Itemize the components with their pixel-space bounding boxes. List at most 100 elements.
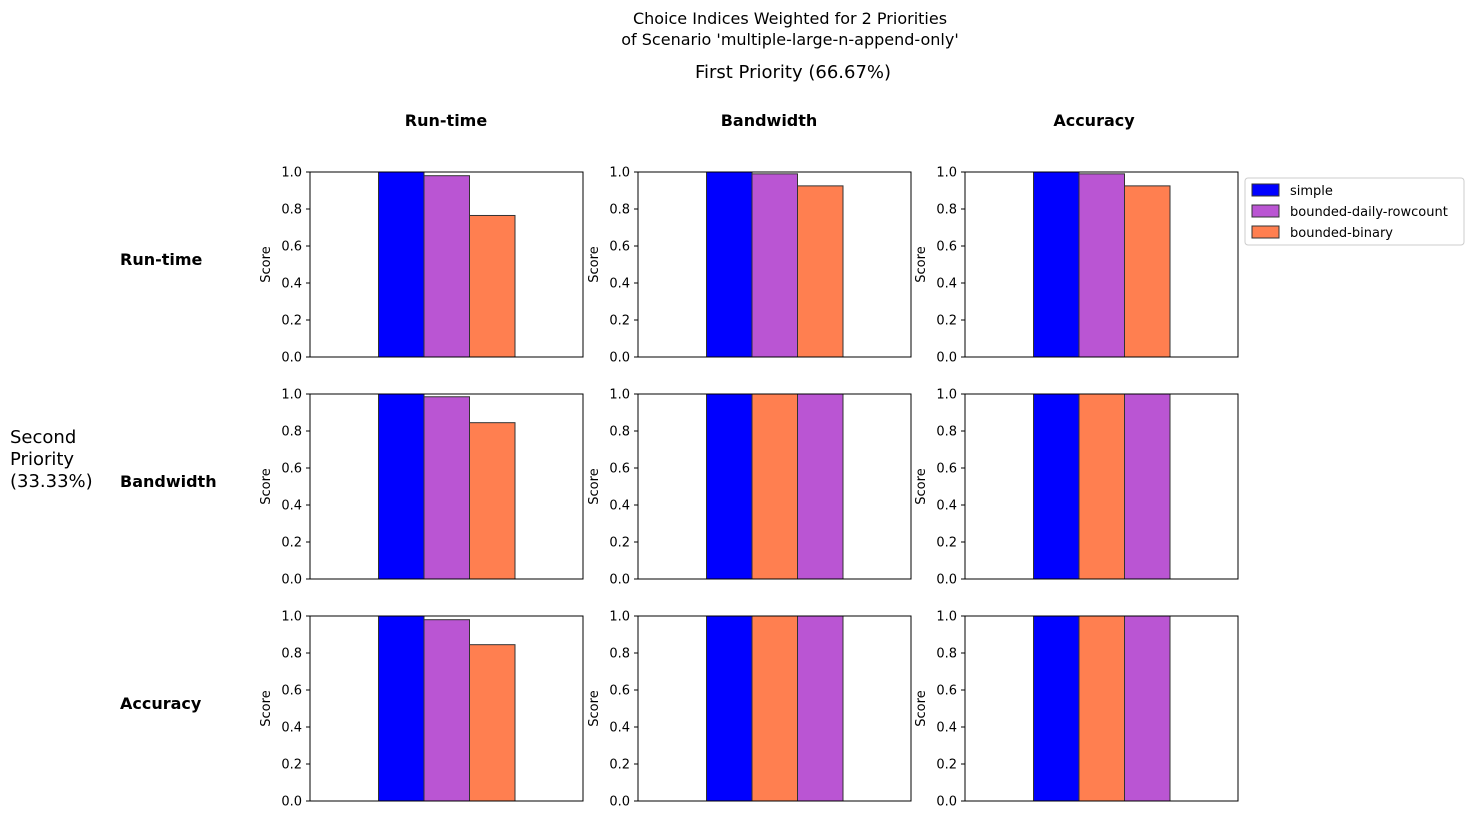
second-priority-line-1: Second: [10, 427, 76, 448]
subplot-accuracy-run-time-ytick-label-4: 0.8: [281, 647, 302, 662]
subplot-run-time-accuracy-ytick-label-2: 0.4: [936, 277, 957, 292]
subplot-accuracy-bandwidth-bar-simple: [706, 615, 753, 802]
subplot-run-time-bandwidth-ytick-label-3: 0.6: [609, 240, 630, 255]
subplot-bandwidth-run-time-ytick-label-1: 0.2: [281, 536, 302, 551]
subplot-accuracy-bandwidth-ytick-label-5: 1.0: [609, 610, 630, 625]
subplot-bandwidth-accuracy: 0.0 0.2 0.4 0.6 0.8 1.0 Score: [914, 388, 1239, 588]
subplot-run-time-bandwidth-ytick-label-5: 1.0: [609, 166, 630, 181]
subplot-bandwidth-accuracy-ytick-label-1: 0.2: [936, 536, 957, 551]
subplot-accuracy-accuracy: 0.0 0.2 0.4 0.6 0.8 1.0 Score: [914, 610, 1239, 810]
subplot-bandwidth-run-time-y-axis-label: Score: [259, 468, 274, 504]
subplot-run-time-accuracy-axes-frame: [964, 171, 1239, 358]
subplot-run-time-bandwidth-y-axis-label: Score: [587, 246, 602, 282]
subplot-bandwidth-accuracy-axes-frame: [964, 393, 1239, 580]
subplot-bandwidth-bandwidth: 0.0 0.2 0.4 0.6 0.8 1.0 Score: [587, 388, 912, 588]
subplot-accuracy-accuracy-bar-bounded-binary: [1078, 615, 1125, 802]
subplot-accuracy-accuracy-y-axis-label: Score: [914, 690, 929, 726]
subplot-run-time-accuracy-ytick-label-3: 0.6: [936, 240, 957, 255]
subplot-accuracy-run-time-axes-frame: [309, 615, 584, 802]
subplot-accuracy-bandwidth-ytick-label-4: 0.8: [609, 647, 630, 662]
subplot-accuracy-accuracy-ytick-label-3: 0.6: [936, 684, 957, 699]
subplot-bandwidth-run-time-bar-bounded-binary: [469, 422, 516, 580]
subplot-run-time-accuracy-bar-bounded-binary: [1124, 185, 1171, 358]
subplot-accuracy-run-time-ytick-label-0: 0.0: [281, 795, 302, 810]
subplot-bandwidth-bandwidth-bar-bounded-daily-rowcount: [797, 393, 844, 580]
subplot-accuracy-accuracy-bar-simple: [1033, 615, 1080, 802]
subplot-bandwidth-bandwidth-ytick-label-1: 0.2: [609, 536, 630, 551]
subplot-run-time-accuracy-bar-bounded-daily-rowcount: [1078, 173, 1125, 358]
row-header-bandwidth: Bandwidth: [120, 472, 217, 491]
subplot-run-time-run-time-ytick-label-1: 0.2: [281, 314, 302, 329]
legend-label-bounded-daily-rowcount: bounded-daily-rowcount: [1290, 205, 1448, 220]
figure-title-line-1: Choice Indices Weighted for 2 Priorities: [633, 9, 947, 28]
subplot-bandwidth-bandwidth-ytick-label-3: 0.6: [609, 462, 630, 477]
subplot-run-time-run-time-bar-bounded-daily-rowcount: [423, 175, 470, 358]
subplot-run-time-run-time-ytick-label-0: 0.0: [281, 351, 302, 366]
subplot-accuracy-bandwidth: 0.0 0.2 0.4 0.6 0.8 1.0 Score: [587, 610, 912, 810]
subplot-accuracy-accuracy-ytick-label-0: 0.0: [936, 795, 957, 810]
subplot-run-time-bandwidth-bar-simple: [706, 171, 753, 358]
subplot-accuracy-run-time-ytick-label-5: 1.0: [281, 610, 302, 625]
row-header-accuracy: Accuracy: [120, 694, 202, 713]
column-header-run-time: Run-time: [405, 111, 488, 130]
legend-label-simple: simple: [1290, 184, 1333, 199]
subplot-bandwidth-bandwidth-ytick-label-0: 0.0: [609, 573, 630, 588]
legend-swatch-bounded-daily-rowcount: [1251, 204, 1280, 218]
subplot-accuracy-run-time-ytick-label-1: 0.2: [281, 758, 302, 773]
subplot-run-time-accuracy: 0.0 0.2 0.4 0.6 0.8 1.0 Score: [914, 166, 1239, 366]
subplot-bandwidth-accuracy-bar-bounded-daily-rowcount: [1124, 393, 1171, 580]
subplot-accuracy-accuracy-bar-bounded-daily-rowcount: [1124, 615, 1171, 802]
subplot-accuracy-accuracy-ytick-label-4: 0.8: [936, 647, 957, 662]
subplot-accuracy-run-time-bar-bounded-binary: [469, 644, 516, 802]
subplot-bandwidth-accuracy-bar-simple: [1033, 393, 1080, 580]
subplot-accuracy-bandwidth-axes-frame: [637, 615, 912, 802]
subplot-accuracy-bandwidth-ytick-label-2: 0.4: [609, 721, 630, 736]
subplot-run-time-bandwidth-ytick-label-4: 0.8: [609, 203, 630, 218]
subplot-accuracy-accuracy-ytick-label-2: 0.4: [936, 721, 957, 736]
subplot-run-time-accuracy-ytick-label-5: 1.0: [936, 166, 957, 181]
subplot-run-time-bandwidth-bar-bounded-daily-rowcount: [751, 173, 798, 358]
subplot-run-time-run-time-ytick-label-2: 0.4: [281, 277, 302, 292]
subplot-accuracy-run-time: 0.0 0.2 0.4 0.6 0.8 1.0 Score: [259, 610, 584, 810]
first-priority-title: First Priority (66.67%): [695, 62, 891, 83]
subplot-bandwidth-run-time-axes-frame: [309, 393, 584, 580]
subplot-accuracy-bandwidth-y-axis-label: Score: [587, 690, 602, 726]
subplot-run-time-bandwidth-ytick-label-0: 0.0: [609, 351, 630, 366]
subplot-run-time-run-time-axes-frame: [309, 171, 584, 358]
subplot-bandwidth-run-time: 0.0 0.2 0.4 0.6 0.8 1.0 Score: [259, 388, 584, 588]
subplot-run-time-accuracy-y-axis-label: Score: [914, 246, 929, 282]
subplot-accuracy-bandwidth-ytick-label-1: 0.2: [609, 758, 630, 773]
subplot-run-time-run-time-ytick-label-4: 0.8: [281, 203, 302, 218]
subplot-bandwidth-accuracy-ytick-label-0: 0.0: [936, 573, 957, 588]
subplot-bandwidth-bandwidth-bar-simple: [706, 393, 753, 580]
subplot-bandwidth-run-time-ytick-label-0: 0.0: [281, 573, 302, 588]
subplot-run-time-run-time-bar-bounded-binary: [469, 214, 516, 358]
subplot-bandwidth-run-time-bar-simple: [378, 393, 425, 580]
subplot-run-time-run-time-ytick-label-3: 0.6: [281, 240, 302, 255]
subplot-run-time-run-time-y-axis-label: Score: [259, 246, 274, 282]
subplot-run-time-bandwidth-ytick-label-2: 0.4: [609, 277, 630, 292]
subplot-accuracy-accuracy-ytick-label-1: 0.2: [936, 758, 957, 773]
subplot-bandwidth-bandwidth-bar-bounded-binary: [751, 393, 798, 580]
subplot-run-time-accuracy-ytick-label-4: 0.8: [936, 203, 957, 218]
subplot-bandwidth-accuracy-ytick-label-2: 0.4: [936, 499, 957, 514]
second-priority-line-3: (33.33%): [10, 471, 93, 492]
subplot-accuracy-bandwidth-ytick-label-0: 0.0: [609, 795, 630, 810]
subplot-run-time-accuracy-bar-simple: [1033, 171, 1080, 358]
subplot-bandwidth-accuracy-bar-bounded-binary: [1078, 393, 1125, 580]
legend-label-bounded-binary: bounded-binary: [1290, 226, 1393, 241]
subplot-bandwidth-bandwidth-ytick-label-5: 1.0: [609, 388, 630, 403]
subplot-run-time-run-time: 0.0 0.2 0.4 0.6 0.8 1.0 Score: [259, 166, 584, 366]
subplot-bandwidth-accuracy-ytick-label-3: 0.6: [936, 462, 957, 477]
subplot-bandwidth-run-time-bar-bounded-daily-rowcount: [423, 396, 470, 580]
legend-swatch-simple: [1251, 183, 1280, 197]
subplot-accuracy-accuracy-ytick-label-5: 1.0: [936, 610, 957, 625]
subplot-bandwidth-run-time-ytick-label-2: 0.4: [281, 499, 302, 514]
subplot-accuracy-bandwidth-bar-bounded-binary: [751, 615, 798, 802]
subplot-bandwidth-bandwidth-y-axis-label: Score: [587, 468, 602, 504]
subplot-bandwidth-bandwidth-ytick-label-4: 0.8: [609, 425, 630, 440]
subplot-bandwidth-bandwidth-axes-frame: [637, 393, 912, 580]
row-header-run-time: Run-time: [120, 250, 203, 269]
subplot-bandwidth-run-time-ytick-label-5: 1.0: [281, 388, 302, 403]
